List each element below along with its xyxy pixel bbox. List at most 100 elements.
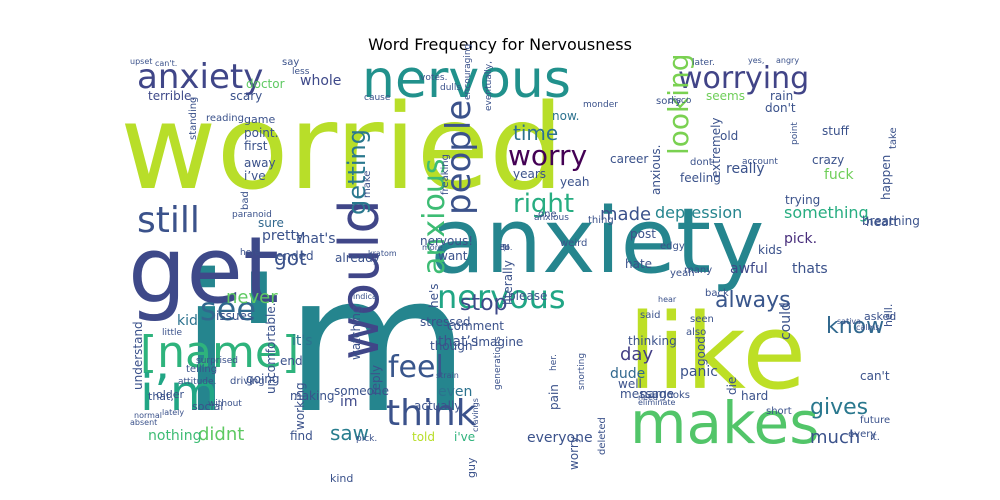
word-158: say <box>282 57 299 68</box>
word-57: terrible. <box>148 89 195 103</box>
word-53: that’s <box>438 334 478 350</box>
word-11: [name] <box>140 327 299 378</box>
word-43: everyone <box>527 430 593 446</box>
word-188: eliminate <box>638 398 675 407</box>
word-48: thats <box>792 261 828 277</box>
word-163: monder <box>583 100 618 110</box>
word-165: point <box>790 122 800 145</box>
word-103: extremely <box>709 117 723 178</box>
word-167: later. <box>692 58 715 68</box>
word-38: really <box>726 161 765 177</box>
word-2: anxiety <box>430 189 764 294</box>
word-148: driving <box>230 376 265 387</box>
word-136: weird <box>560 238 587 249</box>
word-183: calms <box>856 323 879 332</box>
word-84: message <box>620 387 674 401</box>
word-3: get <box>128 217 279 324</box>
word-181: indica <box>353 292 377 301</box>
word-135: thing <box>588 215 614 226</box>
word-128: bad <box>240 191 251 210</box>
word-14: think <box>386 393 477 434</box>
word-159: less <box>292 67 310 77</box>
word-45: fuck <box>824 167 854 183</box>
word-164: disco <box>668 96 692 106</box>
word-125: game <box>244 113 275 126</box>
word-55: sure <box>258 216 284 230</box>
word-122: social <box>192 400 223 413</box>
word-0: worried <box>120 78 564 216</box>
word-178: encouraging <box>463 44 473 100</box>
word-150: attitude. <box>178 377 216 387</box>
word-174: her. <box>549 354 559 371</box>
word-92: happen <box>879 155 893 200</box>
word-60: rain <box>770 89 793 103</box>
word-116: working <box>293 382 307 430</box>
word-73: ended <box>276 249 314 263</box>
word-172: paranoid <box>232 210 272 220</box>
word-140: back <box>705 288 729 299</box>
word-47: awful <box>730 261 768 277</box>
word-36: something <box>784 203 869 222</box>
word-111: stressed <box>420 315 471 329</box>
word-142: also <box>686 327 706 338</box>
word-28: saw <box>330 421 369 445</box>
word-146: deleted <box>597 417 608 455</box>
word-187: normal <box>134 411 162 420</box>
word-134: edgy <box>660 241 685 252</box>
word-18: anxious <box>417 159 452 275</box>
word-98: hate <box>625 257 652 271</box>
word-194: i'd <box>500 243 510 252</box>
word-74: end <box>280 354 303 368</box>
word-16: see <box>200 290 256 328</box>
word-119: issues <box>216 309 253 323</box>
word-97: nervous! <box>420 234 473 248</box>
word-21: always <box>715 288 791 313</box>
word-117: actually <box>414 399 461 413</box>
word-66: career <box>610 152 648 166</box>
word-1: i'm <box>180 234 470 455</box>
word-151: surprised <box>196 356 238 366</box>
word-88: thinking <box>628 334 677 348</box>
word-68: now. <box>552 109 579 123</box>
word-145: short <box>766 406 792 417</box>
word-131: sorry <box>656 96 681 107</box>
word-168: upset <box>130 57 152 66</box>
word-30: never <box>226 287 278 308</box>
word-79: told <box>412 430 435 444</box>
word-123: that, <box>148 390 174 403</box>
word-44: nothing <box>148 428 201 444</box>
word-71: first <box>244 139 268 153</box>
word-118: though <box>430 339 472 353</box>
word-76: someone <box>334 384 389 398</box>
word-5: makes <box>630 389 819 457</box>
word-127: reading <box>206 113 244 124</box>
word-63: crazy <box>812 153 844 167</box>
word-82: hard <box>741 389 768 403</box>
word-80: i've <box>454 430 475 444</box>
word-104: feeling <box>680 171 721 185</box>
word-69: away <box>244 156 276 170</box>
word-114: reply <box>369 365 383 395</box>
word-156: future <box>860 415 890 426</box>
word-180: kratom <box>368 249 397 258</box>
word-6: nervous <box>362 50 571 110</box>
word-20: right <box>513 189 574 219</box>
word-99: post <box>630 227 656 241</box>
word-102: anxious. <box>649 145 663 195</box>
word-130: freaking <box>440 154 451 195</box>
word-160: cause <box>364 93 391 103</box>
word-70: i’ve <box>244 169 266 183</box>
word-4: like <box>628 291 806 413</box>
word-195: :( <box>500 243 506 252</box>
word-186: absent <box>130 418 157 427</box>
word-157: it. <box>870 432 880 443</box>
word-54: pretty <box>262 228 304 244</box>
word-137: one <box>538 209 557 220</box>
word-19: worry <box>508 139 587 172</box>
word-169: can't. <box>155 59 177 68</box>
word-24: looking <box>662 53 695 155</box>
word-31: made <box>600 204 651 225</box>
word-95: trying <box>785 193 820 207</box>
word-189: strain <box>436 371 459 380</box>
word-81: can't <box>860 369 890 383</box>
